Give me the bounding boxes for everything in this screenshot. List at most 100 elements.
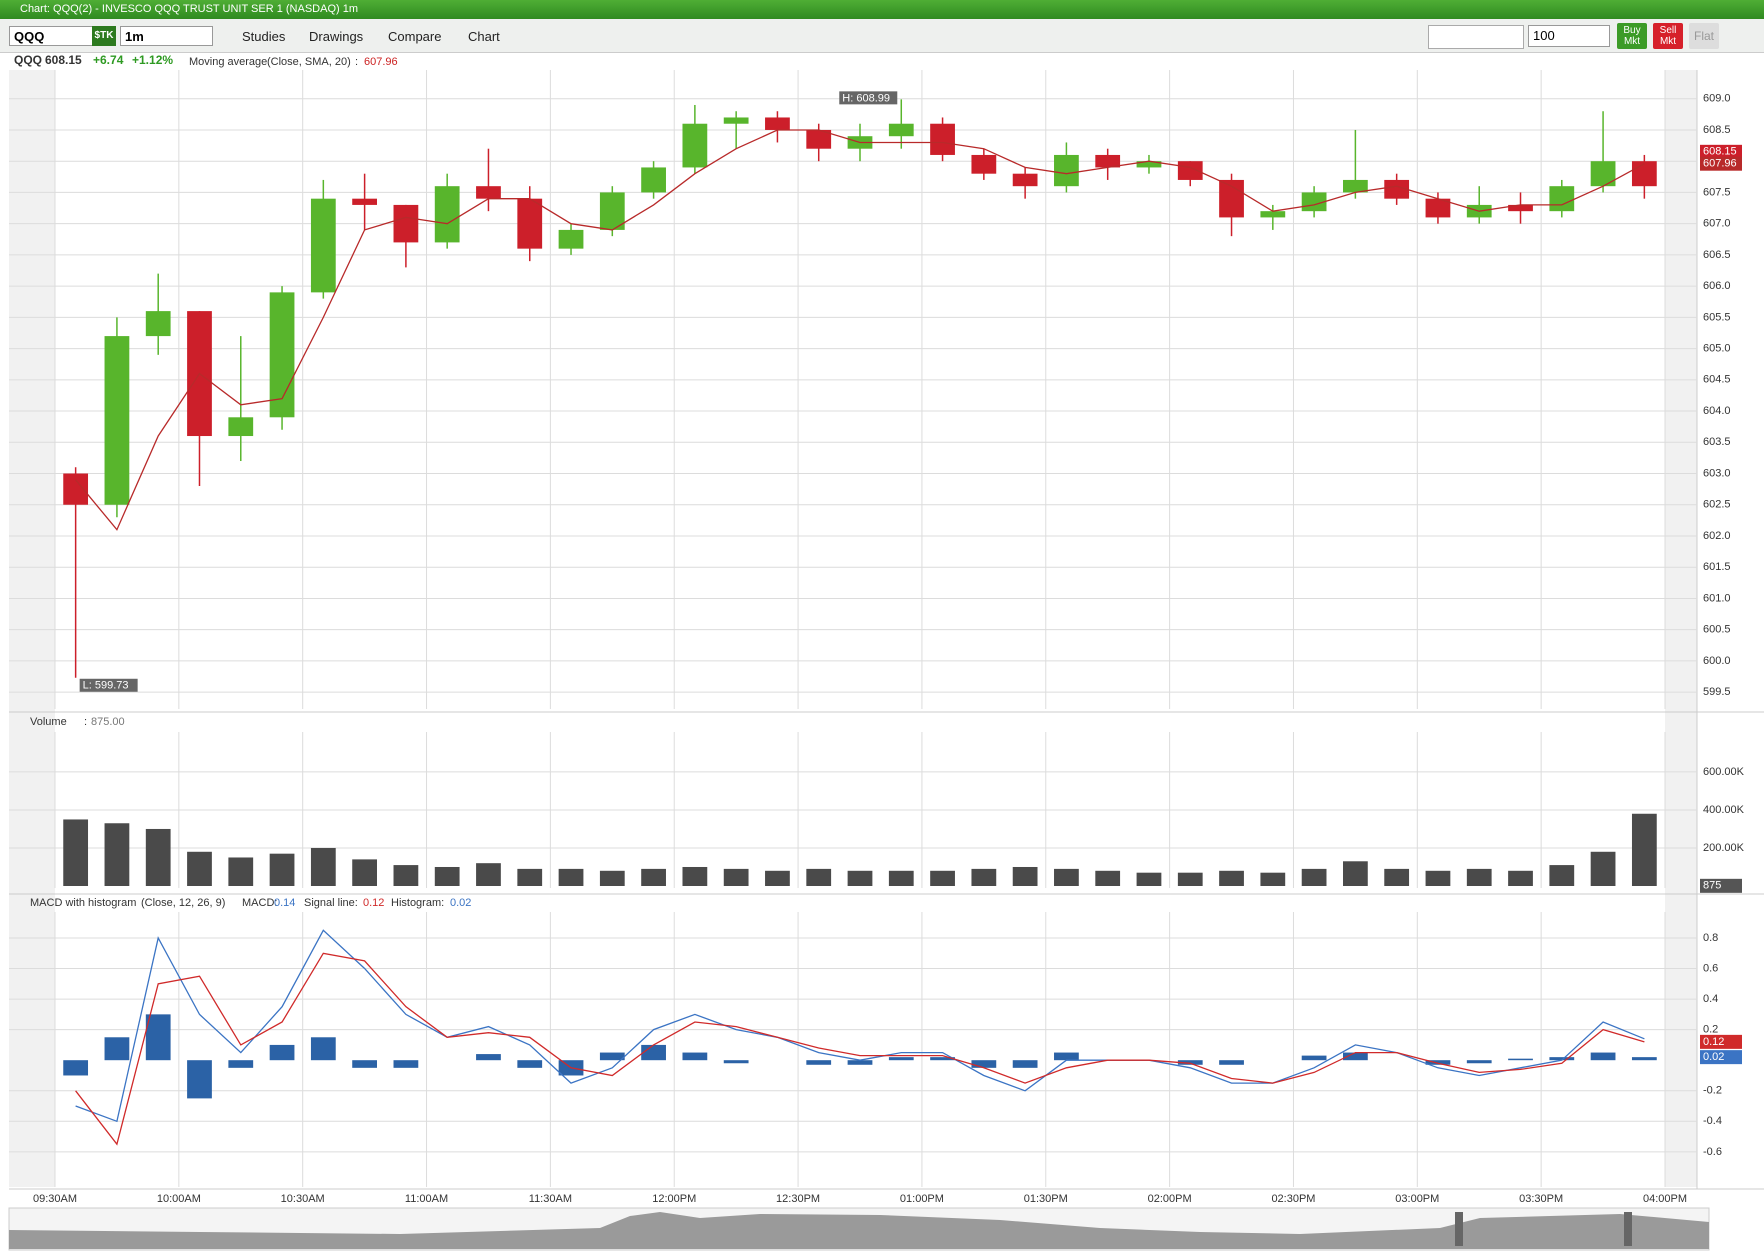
hist-label: Histogram: bbox=[391, 897, 444, 909]
candle-body bbox=[806, 129, 832, 149]
x-tick-label: 01:30PM bbox=[1024, 1193, 1068, 1205]
quantity-input[interactable]: 100 bbox=[1528, 25, 1610, 47]
x-tick-label: 09:30AM bbox=[33, 1193, 77, 1205]
y-tick-label: 603.0 bbox=[1703, 467, 1731, 479]
y-tick-label: 606.5 bbox=[1703, 249, 1731, 261]
volume-bar bbox=[310, 847, 336, 886]
volume-bar bbox=[1384, 868, 1410, 886]
studies-button[interactable]: Studies bbox=[242, 29, 286, 44]
y-tick-label: 0.2 bbox=[1703, 1024, 1718, 1036]
navigator-handle[interactable] bbox=[1624, 1212, 1632, 1246]
navigator-handle[interactable] bbox=[1455, 1212, 1463, 1246]
compare-button[interactable]: Compare bbox=[388, 29, 442, 44]
histogram-bar bbox=[145, 1014, 171, 1061]
volume-bar bbox=[558, 868, 584, 886]
flat-button[interactable]: Flat bbox=[1689, 23, 1719, 49]
candle-body bbox=[1095, 154, 1121, 168]
y-tick-label: 602.5 bbox=[1703, 499, 1731, 511]
interval-select[interactable]: 1m bbox=[120, 26, 213, 46]
histogram-bar bbox=[228, 1060, 254, 1068]
histogram-bar bbox=[971, 1060, 997, 1068]
y-tick-label: 607.0 bbox=[1703, 218, 1731, 230]
macd-line bbox=[75, 929, 1645, 1123]
sell-button[interactable]: Sell Mkt bbox=[1653, 23, 1683, 49]
volume-bar bbox=[1095, 870, 1121, 886]
histogram-bar bbox=[1590, 1052, 1616, 1061]
last-price-tag-bg bbox=[1700, 144, 1742, 159]
histogram-bar bbox=[806, 1060, 832, 1065]
toolbar: QQQ $TK 1m Studies Drawings Compare Char… bbox=[0, 19, 1764, 53]
volume-bar bbox=[806, 868, 832, 886]
candle-body bbox=[599, 192, 625, 230]
histogram-bar bbox=[1466, 1060, 1492, 1064]
volume-bar bbox=[641, 868, 666, 886]
study-params: (Close, SMA, 20) bbox=[267, 56, 351, 68]
buy-button[interactable]: Buy Mkt bbox=[1617, 23, 1647, 49]
x-tick-label: 03:30PM bbox=[1519, 1193, 1563, 1205]
signal-value: 0.12 bbox=[363, 897, 384, 909]
volume-bar bbox=[1508, 870, 1533, 886]
candle-body bbox=[145, 311, 171, 337]
drawings-button[interactable]: Drawings bbox=[309, 29, 364, 44]
volume-bar bbox=[1631, 813, 1657, 886]
candle-body bbox=[517, 198, 543, 249]
volume-title: Volume bbox=[30, 716, 67, 728]
volume-bar bbox=[723, 868, 749, 886]
histogram-bar bbox=[393, 1060, 419, 1068]
histogram-bar bbox=[63, 1060, 89, 1076]
signal-tag: 0.12 bbox=[1703, 1036, 1724, 1048]
y-tick-label: 609.0 bbox=[1703, 93, 1731, 105]
volume-bar bbox=[352, 859, 377, 886]
volume-bar bbox=[145, 828, 171, 886]
hist-tag-bg bbox=[1700, 1050, 1742, 1065]
histogram-bar bbox=[888, 1057, 914, 1061]
candle-body bbox=[1260, 211, 1286, 218]
y-tick-label: 400.00K bbox=[1703, 804, 1745, 816]
histogram-bar bbox=[847, 1060, 873, 1065]
afterhours-shade bbox=[1665, 70, 1697, 1187]
study-value: 607.96 bbox=[364, 56, 398, 68]
y-tick-label: 607.5 bbox=[1703, 186, 1731, 198]
candle-body bbox=[104, 336, 130, 505]
x-tick-label: 11:30AM bbox=[529, 1193, 572, 1205]
x-tick-label: 03:00PM bbox=[1395, 1193, 1439, 1205]
chart-button[interactable]: Chart bbox=[468, 29, 500, 44]
histogram-bar bbox=[476, 1054, 501, 1061]
histogram-bar bbox=[1219, 1060, 1244, 1065]
volume-bar bbox=[1136, 872, 1162, 886]
volume-bar bbox=[1012, 866, 1038, 886]
macd-title: MACD with histogram bbox=[30, 897, 136, 909]
symbol-type[interactable]: $TK bbox=[92, 26, 116, 46]
y-tick-label: 600.00K bbox=[1703, 766, 1745, 778]
volume-bar bbox=[1425, 870, 1451, 886]
histogram-bar bbox=[269, 1044, 295, 1061]
y-tick-label: 599.5 bbox=[1703, 686, 1731, 698]
volume-bar bbox=[393, 865, 419, 886]
volume-bar bbox=[1177, 872, 1203, 886]
candle-body bbox=[1590, 161, 1616, 187]
symbol-input[interactable]: QQQ bbox=[9, 26, 93, 46]
y-tick-label: 605.5 bbox=[1703, 311, 1731, 323]
volume-bar bbox=[187, 851, 212, 886]
last-price-tag: 608.15 bbox=[1703, 146, 1737, 158]
histogram-bar bbox=[517, 1060, 543, 1068]
x-tick-label: 04:00PM bbox=[1643, 1193, 1687, 1205]
histogram-bar bbox=[641, 1044, 666, 1061]
y-tick-label: 600.5 bbox=[1703, 624, 1731, 636]
volume-bar bbox=[765, 870, 790, 886]
sma-tag: 607.96 bbox=[1703, 158, 1737, 170]
candle-body bbox=[63, 473, 89, 505]
candle-body bbox=[310, 198, 336, 293]
y-tick-label: 601.5 bbox=[1703, 561, 1731, 573]
volume-sep: : bbox=[84, 716, 87, 728]
volume-bar bbox=[63, 819, 89, 886]
y-tick-label: 608.5 bbox=[1703, 124, 1731, 136]
volume-bar bbox=[269, 853, 295, 886]
account-select[interactable] bbox=[1428, 25, 1524, 49]
study-sep: : bbox=[355, 56, 358, 68]
y-tick-label: 0.6 bbox=[1703, 962, 1718, 974]
y-tick-label: 200.00K bbox=[1703, 842, 1745, 854]
histogram-bar bbox=[1425, 1060, 1451, 1065]
x-tick-label: 02:30PM bbox=[1271, 1193, 1315, 1205]
candle-body bbox=[476, 186, 501, 199]
